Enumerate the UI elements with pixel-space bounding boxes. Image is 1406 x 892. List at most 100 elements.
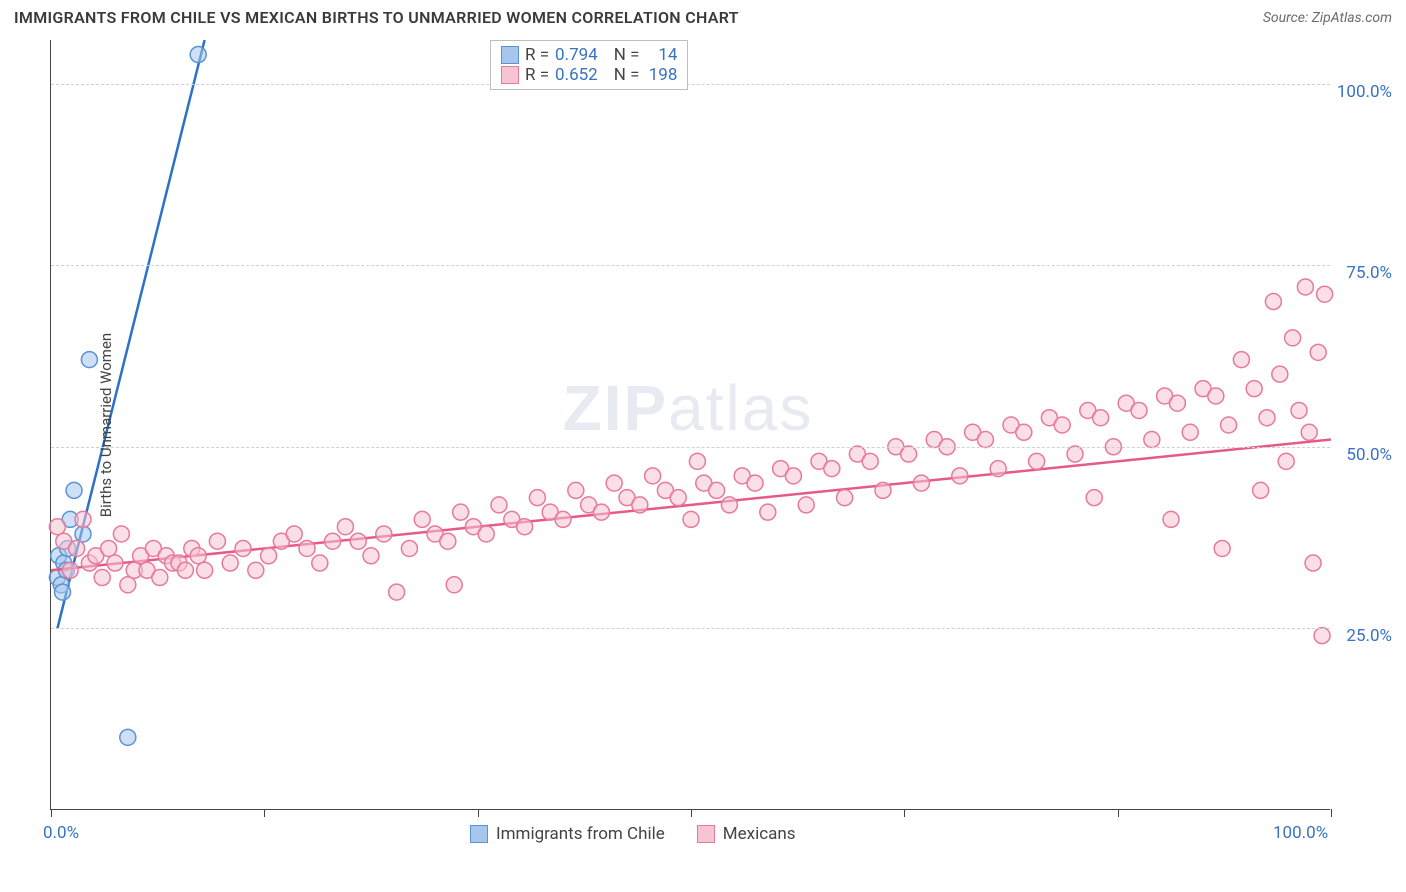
gridline <box>51 84 1330 85</box>
point-chile <box>120 729 136 745</box>
point-mexicans <box>1265 294 1281 310</box>
legend-label: Immigrants from Chile <box>496 824 665 844</box>
legend-r-label: R = <box>525 45 549 65</box>
chart-title: IMMIGRANTS FROM CHILE VS MEXICAN BIRTHS … <box>14 8 739 27</box>
point-mexicans <box>517 519 533 535</box>
point-mexicans <box>75 511 91 527</box>
point-mexicans <box>248 562 264 578</box>
point-mexicans <box>222 555 238 571</box>
point-chile <box>66 482 82 498</box>
point-mexicans <box>1163 511 1179 527</box>
point-mexicans <box>69 540 85 556</box>
point-mexicans <box>312 555 328 571</box>
point-mexicans <box>1144 432 1160 448</box>
point-mexicans <box>798 497 814 513</box>
plot-container: ZIPatlas 25.0%50.0%75.0%100.0%0.0%100.0%… <box>50 40 1330 810</box>
legend-label: Mexicans <box>723 824 796 844</box>
point-mexicans <box>824 461 840 477</box>
point-mexicans <box>177 562 193 578</box>
point-mexicans <box>670 490 686 506</box>
point-mexicans <box>952 468 968 484</box>
point-mexicans <box>709 482 725 498</box>
point-mexicans <box>1259 410 1275 426</box>
point-mexicans <box>1285 330 1301 346</box>
point-mexicans <box>785 468 801 484</box>
point-mexicans <box>1067 446 1083 462</box>
x-tick <box>264 809 265 817</box>
point-mexicans <box>875 482 891 498</box>
point-mexicans <box>1029 453 1045 469</box>
point-mexicans <box>1291 402 1307 418</box>
x-tick-label: 100.0% <box>1273 823 1328 843</box>
point-mexicans <box>1253 482 1269 498</box>
legend-r-value: 0.652 <box>555 65 598 85</box>
point-mexicans <box>120 577 136 593</box>
point-chile <box>81 352 97 368</box>
point-mexicans <box>299 540 315 556</box>
point-mexicans <box>1272 366 1288 382</box>
point-mexicans <box>593 504 609 520</box>
point-mexicans <box>1016 424 1032 440</box>
point-mexicans <box>760 504 776 520</box>
point-mexicans <box>491 497 507 513</box>
point-mexicans <box>1246 381 1262 397</box>
point-mexicans <box>107 555 123 571</box>
point-mexicans <box>113 526 129 542</box>
point-mexicans <box>389 584 405 600</box>
point-mexicans <box>376 526 392 542</box>
point-chile <box>190 47 206 63</box>
point-mexicans <box>152 570 168 586</box>
legend-n-value: 198 <box>645 65 677 85</box>
point-mexicans <box>683 511 699 527</box>
legend-r-value: 0.794 <box>555 45 598 65</box>
gridline <box>51 628 1330 629</box>
point-mexicans <box>197 562 213 578</box>
x-tick <box>1118 809 1119 817</box>
point-mexicans <box>529 490 545 506</box>
point-mexicans <box>1131 402 1147 418</box>
point-mexicans <box>1314 628 1330 644</box>
point-mexicans <box>286 526 302 542</box>
point-mexicans <box>401 540 417 556</box>
y-axis-title: Births to Unmarried Women <box>97 333 115 517</box>
legend-n-label: N = <box>614 65 640 85</box>
point-mexicans <box>1301 424 1317 440</box>
point-mexicans <box>747 475 763 491</box>
point-mexicans <box>94 570 110 586</box>
point-mexicans <box>49 519 65 535</box>
point-mexicans <box>1310 344 1326 360</box>
chart-source: Source: ZipAtlas.com <box>1263 10 1392 26</box>
point-mexicans <box>1233 352 1249 368</box>
point-mexicans <box>453 504 469 520</box>
legend-bottom-item-chile: Immigrants from Chile <box>470 824 665 844</box>
y-tick-label: 100.0% <box>1337 82 1392 102</box>
point-mexicans <box>363 548 379 564</box>
x-tick <box>478 809 479 817</box>
point-mexicans <box>1305 555 1321 571</box>
point-mexicans <box>913 475 929 491</box>
legend-top: R =0.794N =14R =0.652N =198 <box>490 40 688 90</box>
point-mexicans <box>901 446 917 462</box>
point-chile <box>75 526 91 542</box>
legend-n-label: N = <box>614 45 640 65</box>
point-mexicans <box>446 577 462 593</box>
point-mexicans <box>1086 490 1102 506</box>
y-tick-label: 50.0% <box>1346 445 1392 465</box>
legend-swatch <box>470 825 488 843</box>
scatter-svg <box>51 40 1330 809</box>
point-mexicans <box>862 453 878 469</box>
gridline <box>51 265 1330 266</box>
legend-swatch <box>697 825 715 843</box>
point-mexicans <box>235 540 251 556</box>
point-mexicans <box>478 526 494 542</box>
point-mexicans <box>440 533 456 549</box>
point-mexicans <box>1221 417 1237 433</box>
y-tick-label: 75.0% <box>1346 263 1392 283</box>
point-mexicans <box>1182 424 1198 440</box>
x-tick <box>904 809 905 817</box>
point-mexicans <box>990 461 1006 477</box>
point-mexicans <box>1317 286 1333 302</box>
point-chile <box>55 584 71 600</box>
point-mexicans <box>414 511 430 527</box>
point-mexicans <box>350 533 366 549</box>
